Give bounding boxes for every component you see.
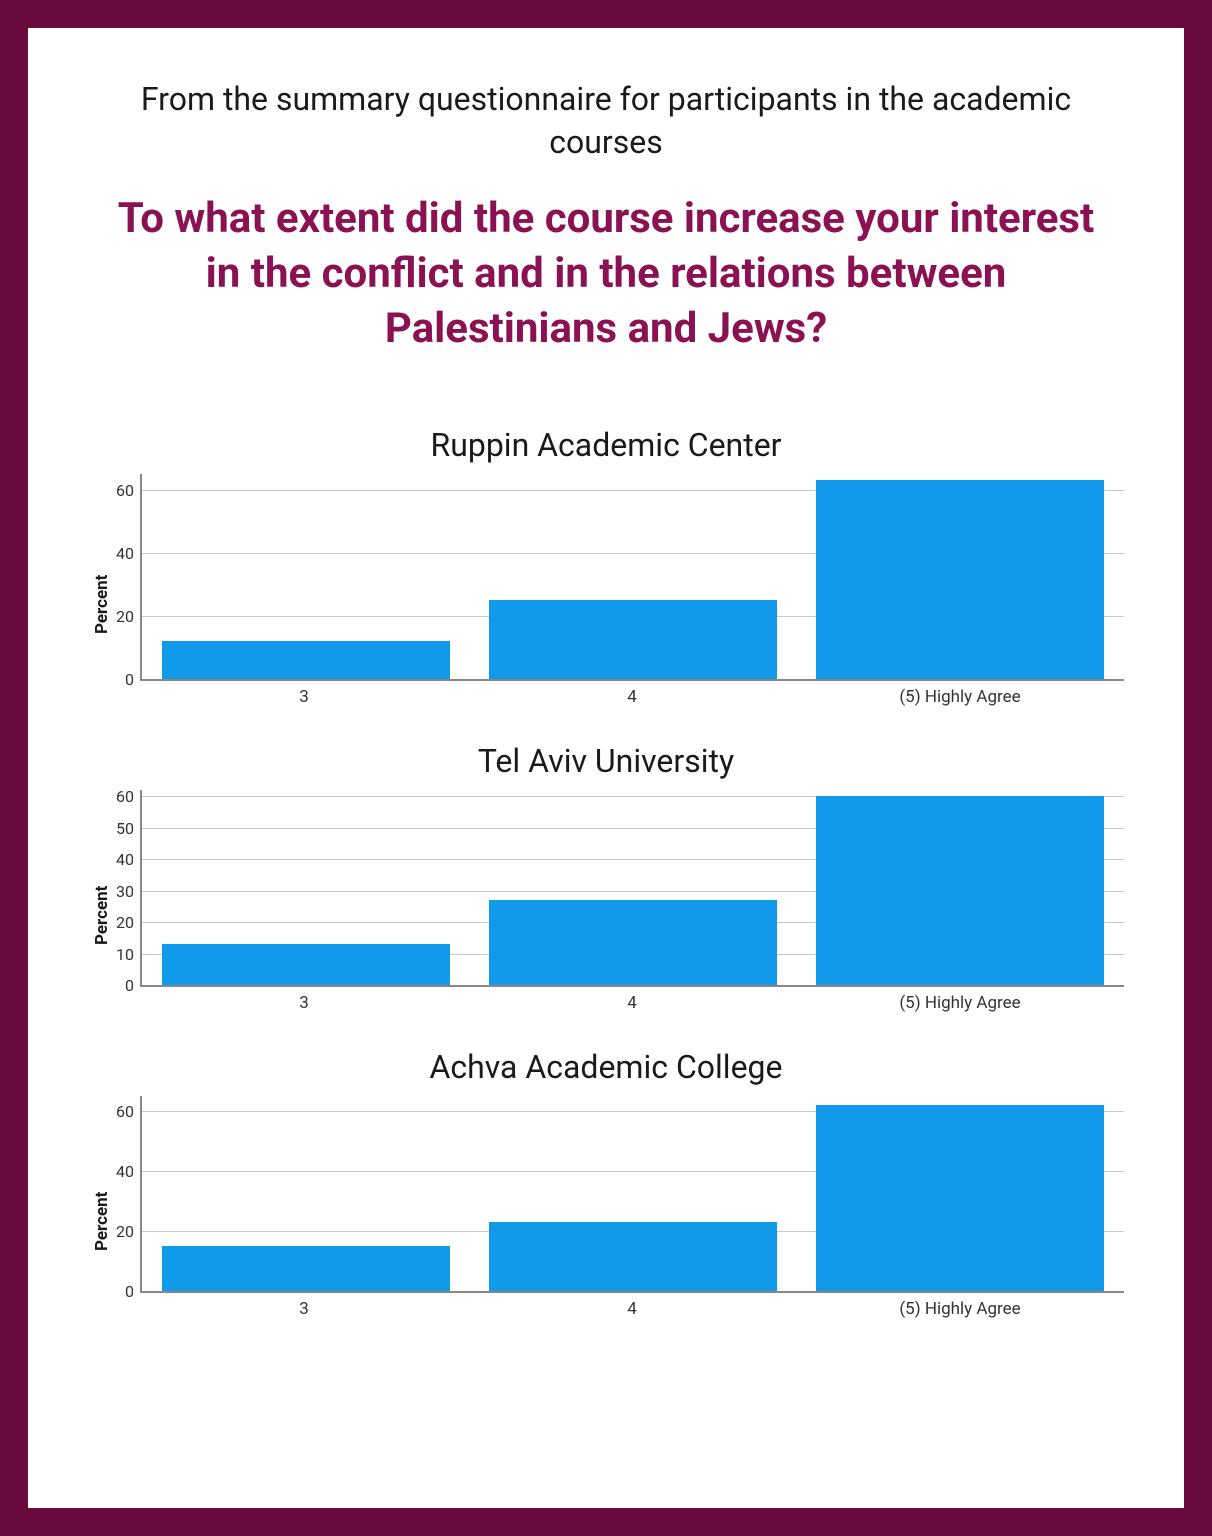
y-tick-label: 0: [125, 1282, 134, 1301]
bar-slot: [797, 1096, 1124, 1291]
bar: [816, 480, 1104, 679]
y-axis-label: Percent: [88, 1096, 112, 1319]
x-axis: 34(5) Highly Agree: [140, 987, 1124, 1013]
y-tick-label: 20: [116, 913, 134, 932]
bar: [162, 944, 450, 985]
chart-block: Ruppin Academic CenterPercent604020034(5…: [88, 426, 1124, 707]
chart-plot-area: [140, 474, 1124, 681]
y-tick-label: 0: [125, 670, 134, 689]
x-tick-label: 3: [140, 987, 468, 1013]
chart-block: Tel Aviv University Percent60 50 40 30 20 10 03…: [88, 742, 1124, 1013]
outer-frame: From the summary questionnaire for parti…: [0, 0, 1212, 1536]
bars-row: [142, 790, 1124, 985]
bar-slot: [469, 790, 796, 985]
y-ticks: 60 50 40 30 20 10 0: [112, 790, 140, 1013]
x-tick-label: 4: [468, 681, 796, 707]
bar: [489, 900, 777, 985]
x-axis: 34(5) Highly Agree: [140, 1293, 1124, 1319]
y-tick-label: 40: [116, 850, 134, 869]
plot-column: 34(5) Highly Agree: [140, 790, 1124, 1013]
chart-plot-area: [140, 1096, 1124, 1293]
bar-slot: [142, 474, 469, 679]
chart-title: Achva Academic College: [88, 1048, 1124, 1086]
chart-title: Ruppin Academic Center: [88, 426, 1124, 464]
y-tick-label: 30: [116, 882, 134, 901]
chart-wrap: Percent604020034(5) Highly Agree: [88, 474, 1124, 707]
y-tick-label: 20: [116, 1222, 134, 1241]
y-tick-label: 40: [116, 1162, 134, 1181]
plot-column: 34(5) Highly Agree: [140, 1096, 1124, 1319]
x-axis: 34(5) Highly Agree: [140, 681, 1124, 707]
bar-slot: [469, 474, 796, 679]
bar-slot: [797, 790, 1124, 985]
x-tick-label: 3: [140, 681, 468, 707]
y-ticks: 60 40 20 0: [112, 474, 140, 707]
chart-block: Achva Academic CollegePercent604020034(5…: [88, 1048, 1124, 1319]
charts-container: Ruppin Academic CenterPercent604020034(5…: [88, 426, 1124, 1468]
bars-row: [142, 474, 1124, 679]
y-tick-label: 40: [116, 544, 134, 563]
x-tick-label: 4: [468, 1293, 796, 1319]
bar: [489, 1222, 777, 1291]
y-tick-label: 10: [116, 945, 134, 964]
y-tick-label: 50: [116, 819, 134, 838]
x-tick-label: (5) Highly Agree: [796, 1293, 1124, 1319]
chart-wrap: Percent604020034(5) Highly Agree: [88, 1096, 1124, 1319]
chart-title: Tel Aviv University: [88, 742, 1124, 780]
plot-column: 34(5) Highly Agree: [140, 474, 1124, 707]
bar: [816, 1105, 1104, 1291]
y-ticks: 60 40 20 0: [112, 1096, 140, 1319]
bar-slot: [469, 1096, 796, 1291]
y-tick-label: 60: [116, 787, 134, 806]
question-title: To what extent did the course increase y…: [88, 192, 1124, 356]
x-tick-label: 3: [140, 1293, 468, 1319]
bar: [162, 641, 450, 679]
subtitle-text: From the summary questionnaire for parti…: [88, 78, 1124, 164]
bars-row: [142, 1096, 1124, 1291]
chart-wrap: Percent605040302010034(5) Highly Agree: [88, 790, 1124, 1013]
chart-plot-area: [140, 790, 1124, 987]
y-tick-label: 0: [125, 976, 134, 995]
inner-panel: From the summary questionnaire for parti…: [28, 28, 1184, 1508]
y-tick-label: 20: [116, 607, 134, 626]
y-axis-label: Percent: [88, 790, 112, 1013]
x-tick-label: (5) Highly Agree: [796, 681, 1124, 707]
y-axis-label: Percent: [88, 474, 112, 707]
y-tick-label: 60: [116, 481, 134, 500]
bar-slot: [142, 1096, 469, 1291]
x-tick-label: 4: [468, 987, 796, 1013]
bar: [816, 796, 1104, 985]
bar-slot: [797, 474, 1124, 679]
x-tick-label: (5) Highly Agree: [796, 987, 1124, 1013]
bar-slot: [142, 790, 469, 985]
bar: [489, 600, 777, 679]
y-tick-label: 60: [116, 1102, 134, 1121]
bar: [162, 1246, 450, 1291]
